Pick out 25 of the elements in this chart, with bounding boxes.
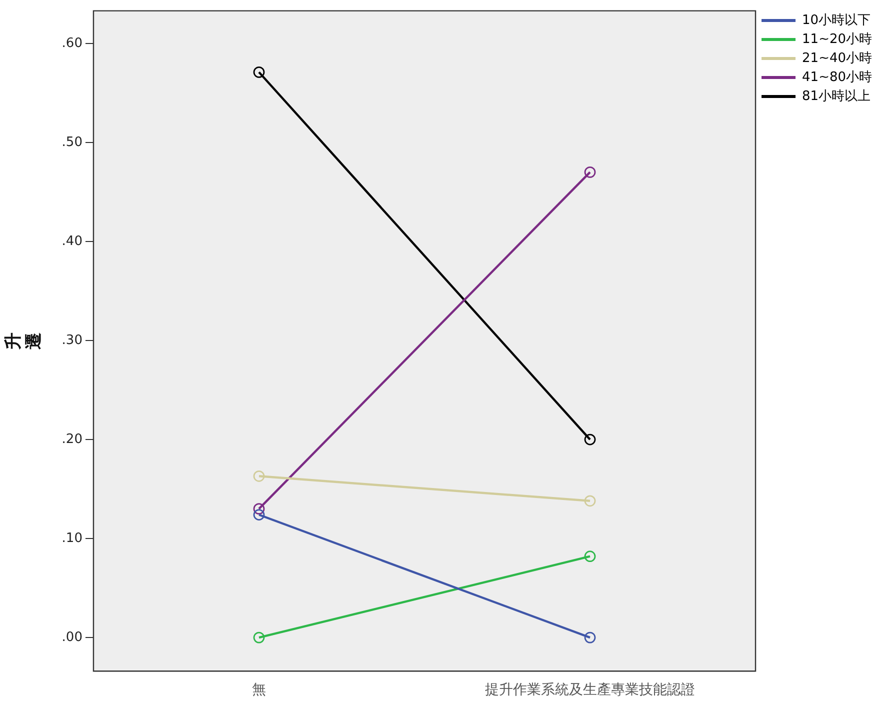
legend-label: 81小時以上 [802, 88, 871, 104]
legend-label: 10小時以下 [802, 12, 871, 28]
y-tick-label: .40 [62, 234, 82, 249]
legend-label: 41~80小時 [802, 70, 872, 85]
point [584, 166, 596, 178]
point [584, 434, 596, 446]
x-tick-label: 提升作業系統及生產專業技能認證 [485, 682, 696, 698]
y-tick-label: .00 [62, 630, 82, 645]
y-tick-label: .30 [62, 332, 82, 348]
point [253, 66, 265, 78]
y-axis-title: 升遷 [4, 332, 44, 350]
legend-label: 11~20小時 [802, 32, 872, 47]
point [253, 509, 265, 520]
point [584, 495, 596, 507]
point [253, 503, 265, 515]
y-tick-label: .60 [62, 36, 82, 51]
y-tick-label: .10 [62, 530, 82, 546]
point [253, 470, 265, 482]
point [584, 550, 596, 562]
x-tick-label: 無 [252, 682, 266, 698]
y-tick-label: .50 [62, 134, 82, 150]
point [253, 632, 265, 644]
y-tick-label: .20 [62, 432, 82, 447]
legend-label: 21~40小時 [802, 50, 872, 66]
point [584, 632, 596, 644]
